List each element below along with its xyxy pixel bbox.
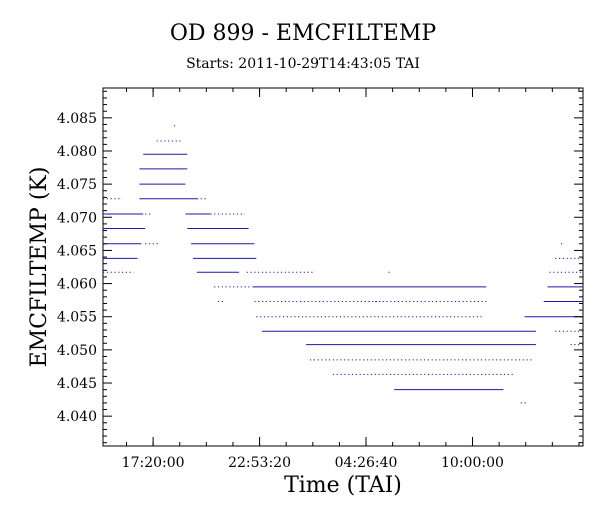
y-tick-label: 4.085: [57, 111, 97, 127]
y-tick-label: 4.050: [57, 343, 97, 359]
plot-area: 4.040 4.045 4.050 4.055 4.060 4.065 4.070 4.075…: [57, 87, 584, 471]
x-tick-label: 04:26:40: [335, 455, 398, 471]
x-axis-ticks: 17:20:00 22:53:20 04:26:40 10:00:00: [122, 88, 580, 471]
y-tick-label: 4.065: [57, 243, 97, 259]
y-tick-label: 4.070: [57, 210, 97, 226]
y-axis-label: EMCFILTEMP (K): [27, 167, 52, 368]
y-tick-label: 4.075: [57, 177, 97, 193]
y-axis-ticks: 4.040 4.045 4.050 4.055 4.060 4.065 4.070 4.075…: [57, 90, 583, 444]
y-tick-label: 4.060: [57, 277, 97, 293]
x-axis-label: Time (TAI): [284, 473, 402, 498]
y-tick-label: 4.040: [57, 409, 97, 425]
x-tick-label: 22:53:20: [228, 455, 291, 471]
y-tick-label: 4.045: [57, 376, 97, 392]
data-layer: [103, 125, 583, 404]
y-tick-label: 4.080: [57, 144, 97, 160]
plot-frame: [102, 87, 584, 447]
chart-title: OD 899 - EMCFILTEMP: [170, 21, 437, 46]
y-tick-label: 4.055: [57, 310, 97, 326]
x-tick-label: 17:20:00: [122, 455, 185, 471]
chart-subtitle: Starts: 2011-10-29T14:43:05 TAI: [186, 56, 420, 72]
x-tick-label: 10:00:00: [441, 455, 504, 471]
